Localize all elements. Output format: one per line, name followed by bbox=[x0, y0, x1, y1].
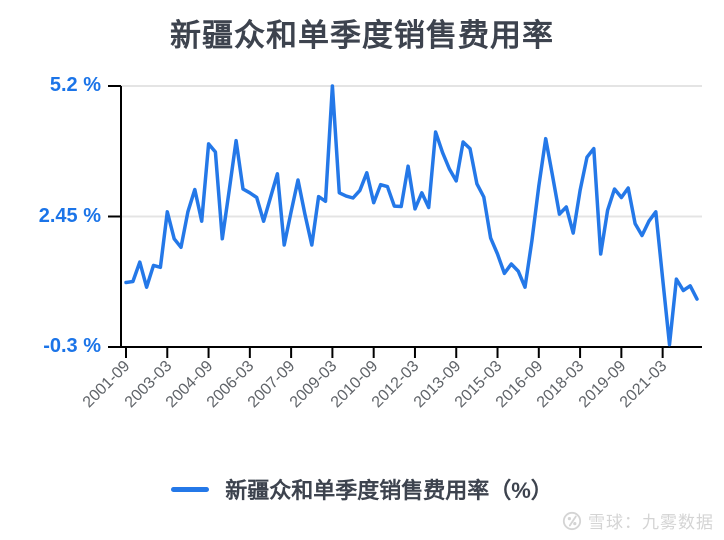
legend-line-swatch bbox=[171, 486, 210, 492]
y-axis-label: 2.45 % bbox=[38, 204, 101, 227]
watermark-text: 雪球：九雾数据 bbox=[588, 513, 714, 532]
y-axis-label: 5.2 % bbox=[49, 74, 101, 97]
legend-label: 新疆众和单季度销售费用率（%） bbox=[225, 478, 553, 503]
xueqiu-logo-icon bbox=[562, 511, 582, 530]
watermark: 雪球：九雾数据 bbox=[562, 508, 714, 533]
legend: 新疆众和单季度销售费用率（%） bbox=[0, 473, 724, 505]
series-line bbox=[124, 84, 699, 347]
y-axis-label: -0.3 % bbox=[43, 335, 101, 358]
chart-title: 新疆众和单季度销售费用率 bbox=[170, 18, 554, 53]
